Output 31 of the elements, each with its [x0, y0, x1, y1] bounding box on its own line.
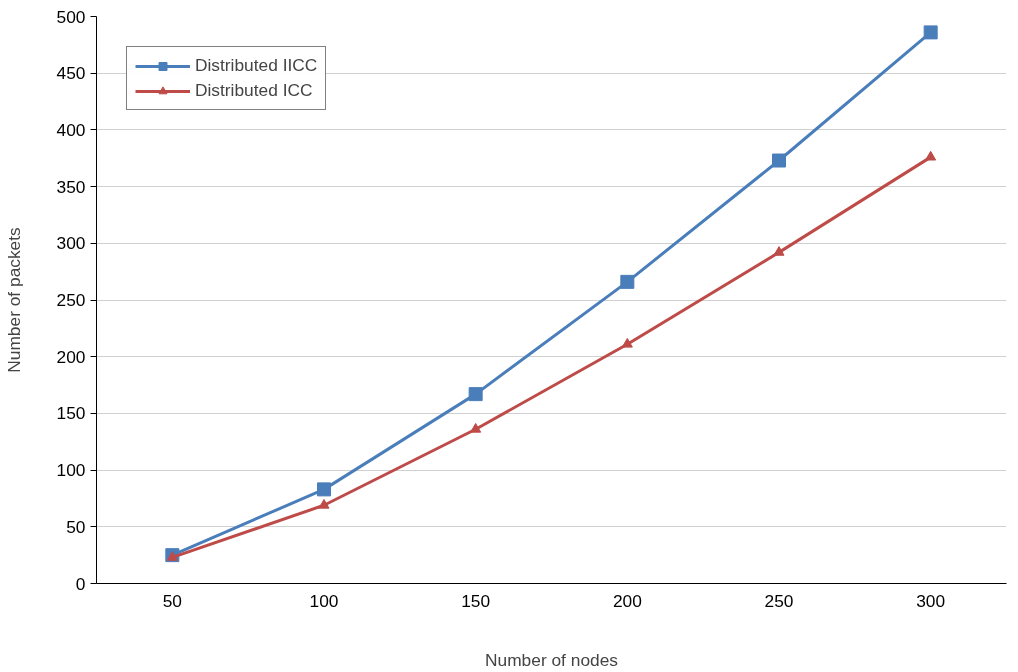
- y-tick-label: 50: [66, 516, 86, 537]
- y-tick-label: 100: [56, 460, 86, 481]
- x-tick-label: 150: [461, 590, 491, 611]
- y-tick-label: 150: [56, 403, 86, 424]
- y-tick-label: 200: [56, 346, 86, 367]
- point: [468, 387, 483, 402]
- x-tick-label: 200: [612, 590, 642, 611]
- point: [772, 153, 786, 168]
- x-tick-label: 250: [764, 590, 794, 611]
- point: [925, 150, 937, 161]
- y-tick-label: 0: [75, 573, 86, 594]
- x-axis-title: Number of nodes: [485, 649, 619, 670]
- point: [923, 25, 938, 40]
- y-tick-label: 400: [56, 119, 86, 140]
- point: [620, 274, 635, 289]
- point: [621, 337, 633, 348]
- x-tick-label: 300: [916, 590, 946, 611]
- point: [773, 246, 785, 256]
- point: [470, 423, 482, 433]
- y-tick-label: 450: [56, 63, 86, 84]
- x-tick-label: 100: [309, 590, 339, 611]
- y-tick-label: 300: [56, 233, 86, 254]
- y-tick-label: 350: [56, 176, 86, 197]
- x-tick-label: 50: [162, 590, 182, 611]
- legend-label: Distributed IICC: [195, 55, 318, 76]
- y-tick-label: 250: [56, 290, 86, 310]
- y-tick-label: 500: [56, 6, 86, 27]
- y-axis-title: Number of packets: [3, 226, 24, 373]
- point: [317, 482, 331, 497]
- point: [318, 498, 330, 509]
- legend-label: Distributed ICC: [195, 80, 313, 101]
